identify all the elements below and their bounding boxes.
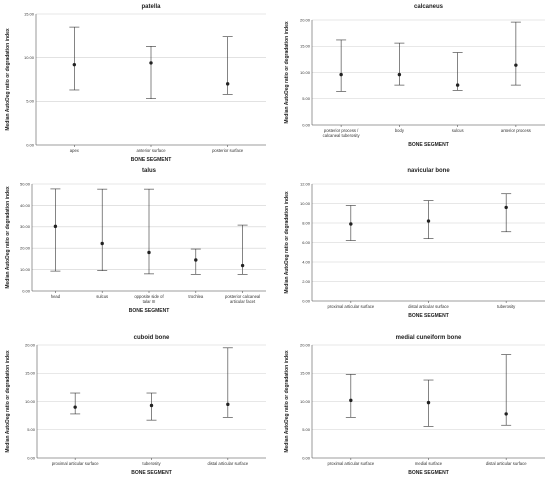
y-axis-label: Median AutoDeg ratio or degradation inde… [5,350,11,453]
y-axis-label: Median AutoDeg ratio or degradation inde… [284,191,290,294]
y-tick-label: 5.00 [26,99,35,104]
y-tick-label: 20.00 [300,17,311,22]
y-tick-label: 15.00 [300,371,311,376]
median-point [349,222,353,226]
y-axis-label: Median AutoDeg ratio or degradation inde… [284,21,290,124]
chart-panel: patella 0.00 5.00 10.00 15.00 Median AutoDeg … [5,4,266,163]
chart-title: navicular bone [407,168,450,174]
y-tick-label: 10.00 [25,399,36,404]
y-axis-label: Median AutoDeg ratio or degradation inde… [5,186,11,289]
chart-panel: navicular bone 0.00 2.00 4.00 6.00 8.00 10.00 1… [284,168,545,319]
median-point [504,205,508,210]
y-tick-label: 10.00 [20,267,31,272]
x-axis-label: BONE SEGMENT [129,308,170,314]
category-label: trochlea [188,294,204,299]
category-label: proximal articular surface [52,461,99,466]
y-tick-label: 0.00 [26,142,35,147]
median-point [504,412,508,416]
y-tick-label: 8.00 [302,220,311,225]
median-point [339,72,343,77]
y-tick-label: 12.00 [300,181,311,186]
chart-panel: calcaneus 0.00 5.00 10.00 15.00 20.00 Median A… [284,4,545,148]
median-point [226,402,230,407]
y-tick-label: 15.00 [300,44,311,49]
x-axis-label: BONE SEGMENT [131,157,172,163]
median-point [349,398,353,403]
category-label: tuberosity [142,461,161,466]
category-label: opposite side of talar III [134,294,164,304]
y-tick-label: 10.00 [24,55,35,60]
y-axis-label: Median AutoDeg ratio or degradation inde… [284,350,290,453]
y-tick-label: 0.00 [27,455,36,460]
y-tick-label: 0.00 [302,122,311,127]
median-point [147,250,151,255]
median-point [149,403,154,408]
chart-panel: medial cuneiform bone 0.00 5.00 10.00 15.00 2… [284,335,545,476]
median-point [514,63,518,67]
chart-title: cuboid bone [134,335,170,341]
median-point [149,61,153,65]
chart-title: talus [142,168,157,174]
y-tick-label: 0.00 [302,298,311,303]
category-label: proximal articular surface [327,304,374,309]
y-tick-label: 2.00 [302,279,311,284]
chart-title: medial cuneiform bone [396,335,462,341]
median-point [72,62,77,67]
category-label: apex [70,148,80,153]
chart-panel: talus 0.00 10.00 20.00 30.00 40.00 50.00 Median… [5,168,266,314]
y-tick-label: 40.00 [20,203,31,208]
median-point [455,83,460,87]
y-tick-label: 50.00 [20,181,31,186]
y-tick-label: 5.00 [302,96,311,101]
category-label: proximal articular surface [327,461,374,466]
median-point [53,224,58,229]
category-label: posterior process / calcaneal tuberosity [323,128,361,138]
x-axis-label: BONE SEGMENT [408,313,449,319]
category-label: posterior surface [212,148,244,153]
x-axis-label: BONE SEGMENT [408,142,449,148]
y-tick-label: 4.00 [302,259,311,264]
median-point [426,400,431,405]
category-label: distal articular surface [486,461,527,466]
y-tick-label: 5.00 [27,427,36,432]
y-tick-label: 5.00 [302,427,311,432]
median-point [240,263,245,268]
y-tick-label: 0.00 [302,455,311,460]
y-tick-label: 10.00 [300,201,311,206]
x-axis-label: BONE SEGMENT [131,470,172,476]
category-label: distal articular surface [207,461,248,466]
median-point [73,405,77,409]
median-point [397,72,402,77]
median-point [100,241,104,246]
y-tick-label: 20.00 [300,342,311,347]
chart-title: patella [141,4,161,10]
category-label: anterior surface [136,148,166,153]
y-tick-label: 15.00 [25,371,36,376]
category-label: posterior calcaneal articular facet [225,294,260,304]
y-tick-label: 20.00 [20,246,31,251]
median-point [194,258,198,262]
median-point [426,219,431,223]
category-label: sulcus [96,294,108,299]
y-tick-label: 10.00 [300,399,311,404]
y-axis-label: Median AutoDeg ratio or degradation inde… [5,28,11,131]
category-label: anterior process [501,128,531,133]
category-label: tuberosity [497,304,516,309]
y-tick-label: 30.00 [20,224,31,229]
category-label: sulcus [452,128,464,133]
y-tick-label: 6.00 [302,240,311,245]
category-label: body [395,128,405,133]
x-axis-label: BONE SEGMENT [408,470,449,476]
median-point [225,82,230,86]
y-tick-label: 10.00 [300,70,311,75]
y-tick-label: 0.00 [22,288,31,293]
y-tick-label: 15.00 [24,11,35,16]
category-label: head [51,294,61,299]
chart-title: calcaneus [414,4,444,10]
chart-panel: cuboid bone 0.00 5.00 10.00 15.00 20.00 Median… [5,335,266,476]
category-label: distal articular surface [408,304,449,309]
category-label: medial surface [415,461,443,466]
y-tick-label: 20.00 [25,342,36,347]
